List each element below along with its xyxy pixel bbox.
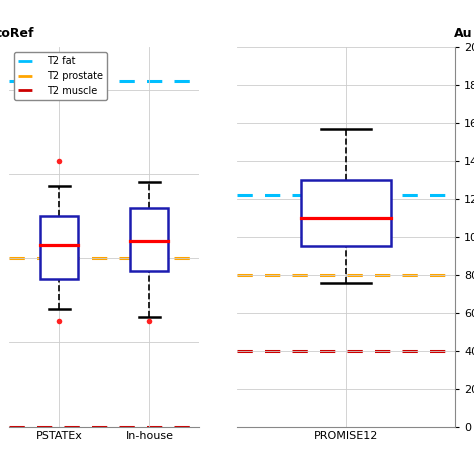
Bar bbox=[130, 208, 168, 271]
Text: Au: Au bbox=[454, 27, 473, 40]
Legend: T2 fat, T2 prostate, T2 muscle: T2 fat, T2 prostate, T2 muscle bbox=[14, 52, 107, 100]
Bar bbox=[40, 216, 78, 279]
Text: coRef: coRef bbox=[0, 27, 34, 40]
Bar bbox=[301, 180, 391, 246]
